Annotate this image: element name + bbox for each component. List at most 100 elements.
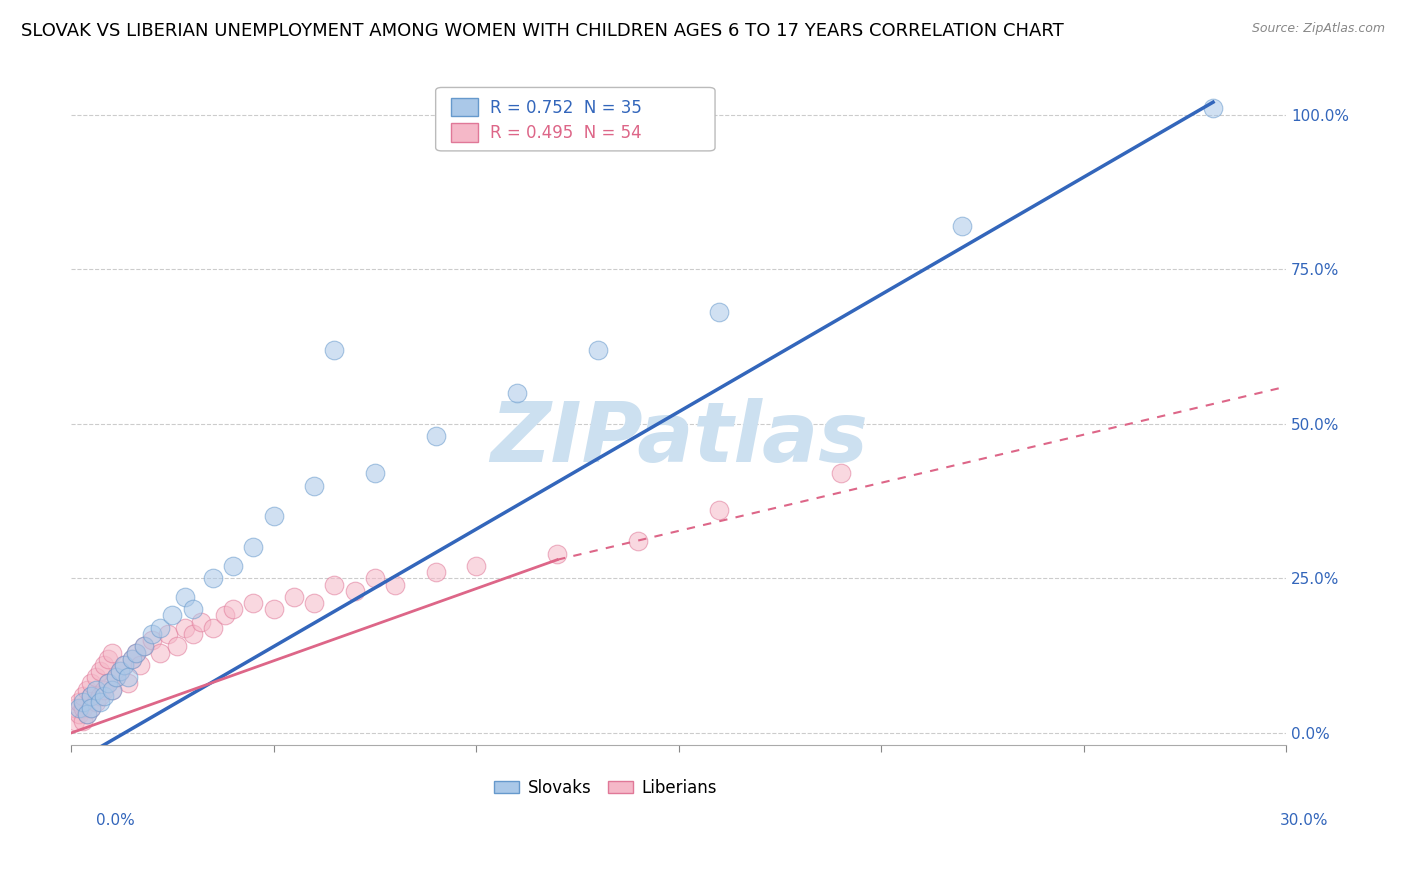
Point <box>65 714 87 728</box>
Point <box>104 670 127 684</box>
Point <box>707 503 730 517</box>
Point <box>89 689 111 703</box>
Point <box>1202 101 1225 115</box>
Point <box>97 651 120 665</box>
Point <box>97 676 120 690</box>
Point <box>263 602 285 616</box>
Point <box>323 343 346 357</box>
Point <box>162 608 184 623</box>
Point <box>121 651 143 665</box>
Point <box>100 682 122 697</box>
Point <box>173 621 195 635</box>
Point <box>100 646 122 660</box>
Point <box>627 534 650 549</box>
Point <box>384 577 406 591</box>
Point <box>76 707 98 722</box>
FancyBboxPatch shape <box>451 97 478 116</box>
Point <box>112 657 135 672</box>
Point <box>364 571 387 585</box>
FancyBboxPatch shape <box>451 123 478 142</box>
Point <box>157 627 180 641</box>
Point <box>80 689 103 703</box>
Point <box>117 670 139 684</box>
Point <box>425 429 447 443</box>
Point <box>72 695 94 709</box>
Point <box>100 682 122 697</box>
Point <box>263 509 285 524</box>
Point <box>343 583 366 598</box>
Point <box>141 627 163 641</box>
Legend: Slovaks, Liberians: Slovaks, Liberians <box>488 772 724 804</box>
Point <box>181 627 204 641</box>
Point <box>84 682 107 697</box>
Point <box>830 466 852 480</box>
Point <box>93 657 115 672</box>
FancyBboxPatch shape <box>436 87 716 151</box>
Text: SLOVAK VS LIBERIAN UNEMPLOYMENT AMONG WOMEN WITH CHILDREN AGES 6 TO 17 YEARS COR: SLOVAK VS LIBERIAN UNEMPLOYMENT AMONG WO… <box>21 22 1064 40</box>
Point <box>222 602 245 616</box>
Point <box>134 640 156 654</box>
Text: 0.0%: 0.0% <box>96 814 135 828</box>
Point <box>76 707 98 722</box>
Point <box>505 385 527 400</box>
Point <box>283 590 305 604</box>
Text: 30.0%: 30.0% <box>1281 814 1329 828</box>
Point <box>67 701 90 715</box>
Point <box>141 633 163 648</box>
Point <box>166 640 188 654</box>
Text: R = 0.752  N = 35: R = 0.752 N = 35 <box>491 99 643 117</box>
Point <box>242 596 264 610</box>
Point <box>190 615 212 629</box>
Point <box>546 547 568 561</box>
Point <box>149 646 172 660</box>
Point <box>112 657 135 672</box>
Point <box>104 670 127 684</box>
Point <box>707 305 730 319</box>
Point <box>108 664 131 678</box>
Point <box>214 608 236 623</box>
Point <box>950 219 973 233</box>
Point <box>425 565 447 579</box>
Point <box>125 646 148 660</box>
Point <box>67 707 90 722</box>
Point <box>84 695 107 709</box>
Point <box>134 640 156 654</box>
Point <box>67 695 90 709</box>
Point <box>465 558 488 573</box>
Point <box>80 689 103 703</box>
Point <box>80 676 103 690</box>
Point <box>129 657 152 672</box>
Point <box>72 714 94 728</box>
Point <box>586 343 609 357</box>
Point <box>364 466 387 480</box>
Text: Source: ZipAtlas.com: Source: ZipAtlas.com <box>1251 22 1385 36</box>
Point <box>181 602 204 616</box>
Point <box>89 695 111 709</box>
Point <box>72 689 94 703</box>
Point <box>93 689 115 703</box>
Point <box>173 590 195 604</box>
Point <box>222 558 245 573</box>
Point <box>72 701 94 715</box>
Point <box>65 701 87 715</box>
Point <box>201 621 224 635</box>
Point <box>125 646 148 660</box>
Point <box>121 651 143 665</box>
Point <box>89 664 111 678</box>
Point <box>302 478 325 492</box>
Point <box>80 701 103 715</box>
Point <box>97 676 120 690</box>
Point <box>80 701 103 715</box>
Point <box>242 541 264 555</box>
Point <box>149 621 172 635</box>
Point <box>108 664 131 678</box>
Point <box>76 682 98 697</box>
Text: ZIPatlas: ZIPatlas <box>489 398 868 479</box>
Point <box>84 670 107 684</box>
Point <box>117 676 139 690</box>
Point <box>302 596 325 610</box>
Text: R = 0.495  N = 54: R = 0.495 N = 54 <box>491 124 643 142</box>
Point <box>201 571 224 585</box>
Point <box>323 577 346 591</box>
Point <box>93 682 115 697</box>
